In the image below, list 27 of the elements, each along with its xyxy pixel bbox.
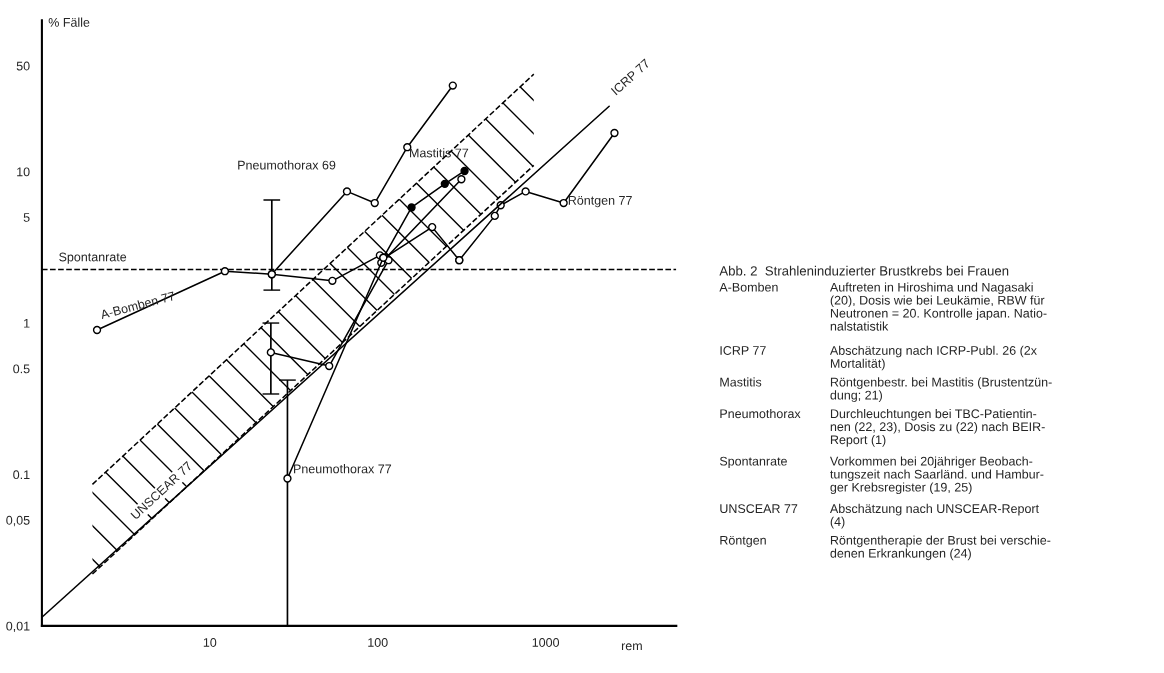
y-axis-title: % Fälle [48,17,90,27]
series-label: Mastitis 77 [410,148,469,158]
ref-line-label: Spontanrate [59,252,127,264]
text: Röntgen Röntgentherapie der Brust bei verschie- denen Erkrankungen (24) [720,535,1051,561]
text: Mastitis Röntgenbestr. bei Mastitis (Brustentzün- dung; 21) [720,377,1052,402]
y-tick-label: 0.1 [13,470,30,480]
y-tick-label: 10 [17,167,30,177]
y-tick-label: 1 [24,318,30,328]
y-tick-label: 0.5 [13,364,30,374]
text: A-Bomben 77 [99,291,176,320]
y-tick-label: 0,05 [6,515,30,527]
y-tick-label: 50 [16,61,30,71]
text: Abb. 2 Strahleninduzierter Brustkrebs bei Frauen [719,265,1009,276]
series-label: Röntgen 77 [568,196,632,208]
x-axis-title: rem [621,643,642,651]
x-tick-label: 100 [368,638,388,647]
y-tick-label: 0,01 [6,621,30,633]
x-tick-label: 1000 [532,638,560,647]
series-label: Pneumothorax 77 [294,464,392,474]
text: Spontanrate Vorkommen bei 20jähriger Beobach- tungszeit nach Saarländ. und Hambur- ger Krebsregister (19, 25) [719,456,1044,495]
series-label: Pneumothorax 69 [238,160,336,170]
text: Pneumothorax Durchleuchtungen bei TBC-Patientin- nen (22, 23), Dosis zu (22) nach BEIR- Report (1) [720,408,1045,447]
text: UNSCEAR 77 Abschätzung nach UNSCEAR-Report (4) [720,503,1039,529]
y-tick-label: 5 [23,213,30,222]
text: A-Bomben Auftreten in Hiroshima und Nagasaki (20), Dosis wie bei Leukämie, RBW für Neutronen = 20. Kontrolle japan. Natio- nalstatistik [719,282,1047,331]
text: ICRP 77 Abschätzung nach ICRP-Publ. 26 (2x Mortalität) [720,345,1037,371]
x-tick-label: 10 [203,638,217,647]
